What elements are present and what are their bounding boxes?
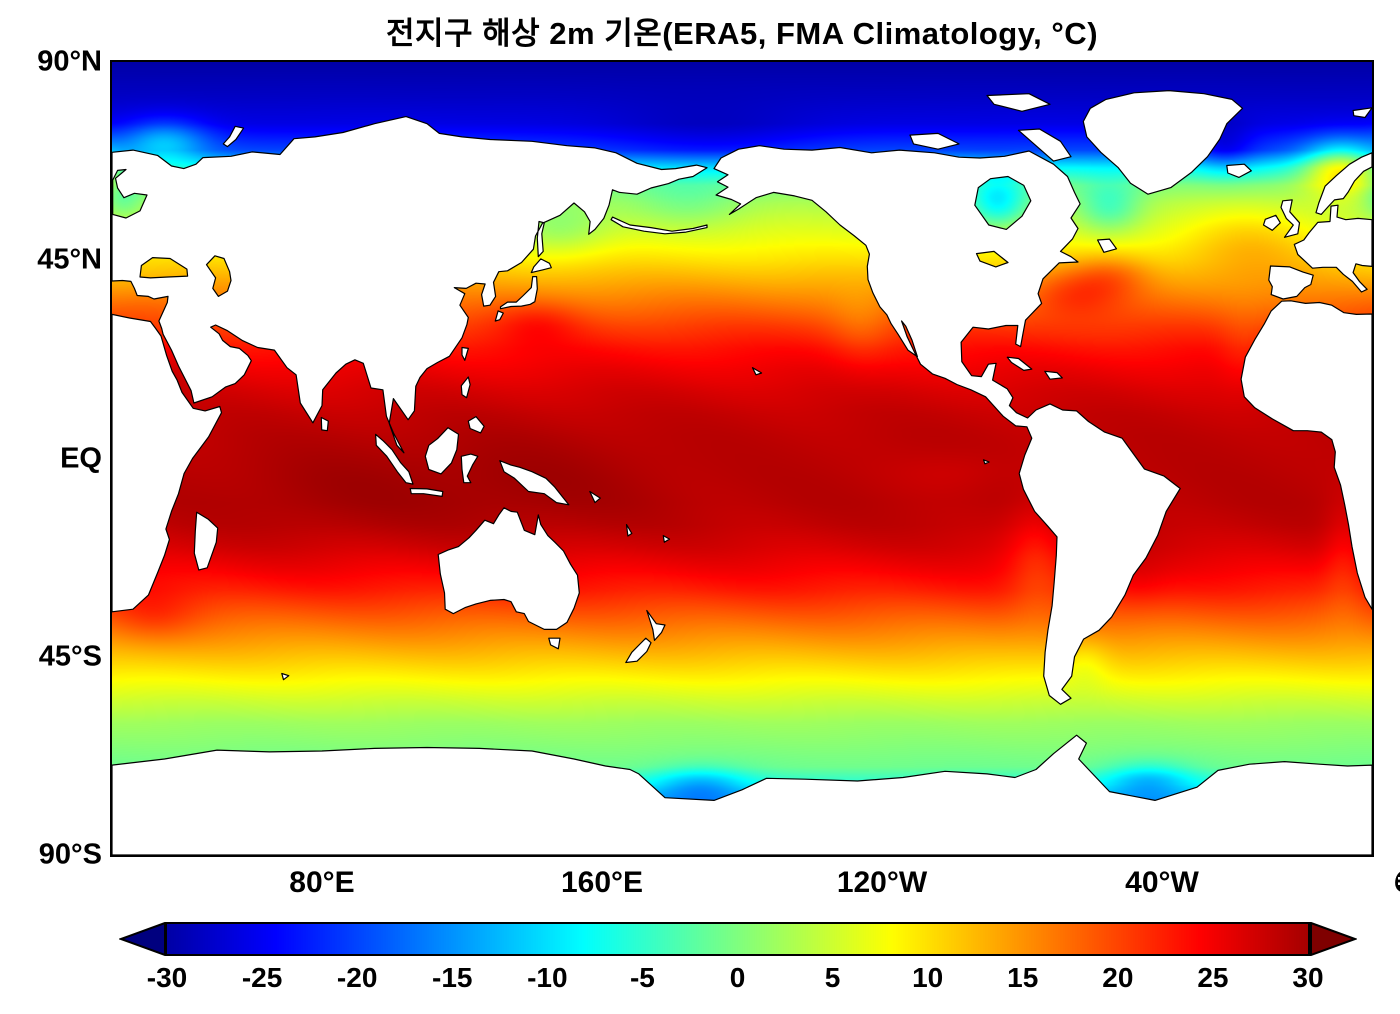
- colorbar: [165, 922, 1310, 956]
- longitude-tick-label: 160°E: [560, 866, 644, 899]
- coastline-path: [112, 90, 1372, 855]
- colorbar-gradient: [167, 924, 1308, 954]
- colorbar-tick-label: 25: [1197, 962, 1229, 993]
- colorbar-tick-label: 20: [1102, 962, 1134, 993]
- colorbar-tick-label: -25: [241, 962, 283, 993]
- colorbar-tick-label: 5: [824, 962, 841, 993]
- colorbar-tick-label: 10: [912, 962, 944, 993]
- latitude-tick-label: 45°S: [38, 640, 102, 673]
- colorbar-tick-label: -15: [432, 962, 473, 993]
- colorbar-tick-label: -20: [336, 962, 378, 993]
- colorbar-tick-label: -30: [146, 962, 188, 993]
- land-overlay: [112, 90, 1372, 855]
- colorbar-tick-label: 15: [1007, 962, 1039, 993]
- latitude-tick-label: EQ: [60, 442, 102, 474]
- longitude-axis: 80°E 160°E 120°W 40°W: [0, 866, 1400, 906]
- cpc-logo-icon: [1395, 871, 1400, 891]
- latitude-tick-label: 90°S: [38, 838, 102, 871]
- cpc-watermark: CPC: [1394, 868, 1400, 899]
- latitude-tick-label: 45°N: [37, 243, 102, 276]
- colorbar-tick-label: -5: [629, 962, 655, 993]
- longitude-tick-label: 80°E: [289, 866, 355, 899]
- colorbar-right-arrow: [1310, 922, 1357, 956]
- latitude-tick-label: 90°N: [37, 45, 102, 78]
- longitude-tick-label: 40°W: [1125, 866, 1199, 899]
- chart-title: 전지구 해상 2m 기온(ERA5, FMA Climatology, °C): [385, 16, 1099, 51]
- colorbar-tick-label: 30: [1292, 962, 1324, 993]
- longitude-tick-label: 120°W: [836, 866, 928, 899]
- map-plot-area: CPC: [110, 60, 1400, 898]
- colorbar-tick-label: -10: [527, 962, 568, 993]
- colorbar-tick-label: 0: [729, 962, 746, 993]
- colorbar-left-arrow: [119, 922, 166, 956]
